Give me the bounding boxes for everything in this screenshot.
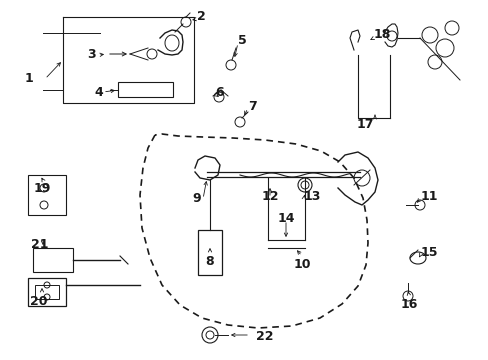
Text: 10: 10 xyxy=(293,258,310,271)
Text: 21: 21 xyxy=(31,238,49,251)
Text: 19: 19 xyxy=(33,182,51,195)
Bar xyxy=(33,248,73,272)
Bar xyxy=(35,285,59,299)
Bar xyxy=(28,175,66,215)
Text: 4: 4 xyxy=(94,85,103,99)
Text: 7: 7 xyxy=(247,100,256,113)
Text: 11: 11 xyxy=(420,189,438,202)
Text: 13: 13 xyxy=(304,189,321,202)
Text: 1: 1 xyxy=(24,72,33,85)
Text: 5: 5 xyxy=(238,35,246,48)
Text: 3: 3 xyxy=(87,49,96,62)
Text: 12: 12 xyxy=(261,189,278,202)
Text: 14: 14 xyxy=(277,211,294,225)
Text: 18: 18 xyxy=(373,27,390,40)
Text: 16: 16 xyxy=(400,298,417,311)
Text: 15: 15 xyxy=(420,246,438,258)
Text: 9: 9 xyxy=(192,193,201,206)
Text: 8: 8 xyxy=(205,255,214,268)
Text: 17: 17 xyxy=(356,118,373,131)
Text: 2: 2 xyxy=(197,10,205,23)
Text: 22: 22 xyxy=(256,329,273,342)
Bar xyxy=(118,82,173,97)
Text: 20: 20 xyxy=(30,295,48,308)
Text: 6: 6 xyxy=(215,86,223,99)
Bar xyxy=(198,230,222,275)
Bar xyxy=(28,278,66,306)
